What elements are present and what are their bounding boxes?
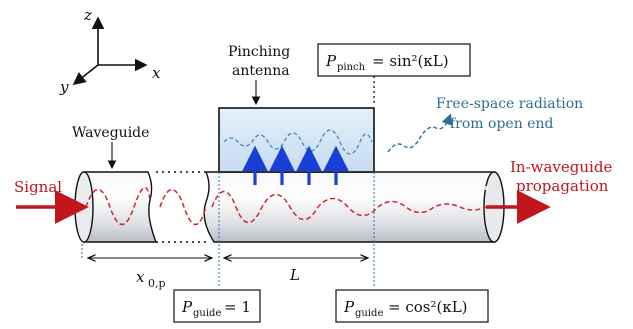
coordinate-axes: z x y [59, 6, 161, 96]
dimension-x0: x 0,p [88, 258, 212, 290]
axis-y-label: y [59, 78, 69, 96]
guided-wave-right [211, 190, 487, 224]
axis-x-label: x [152, 64, 161, 82]
p-guide-1-box: P guide = 1 [173, 289, 261, 323]
free-space-label-2: from open end [450, 116, 553, 132]
x0-subscript: 0,p [148, 277, 166, 290]
L-symbol: L [289, 266, 300, 284]
p-pinch-box: P pinch = sin²(κL) [317, 43, 471, 77]
in-waveguide-label-2: propagation [516, 177, 609, 195]
dimension-L: L [224, 258, 368, 284]
guided-wave-gap [159, 188, 207, 226]
p-guide2-sub: guide [355, 308, 383, 319]
antenna-wave [223, 129, 373, 155]
pinching-label-2: antenna [232, 63, 290, 79]
p-guide2-rhs: = cos²(κL) [388, 298, 468, 316]
p-guide1-sub: guide [193, 308, 221, 319]
p-pinch-sub: pinch [337, 62, 366, 73]
pinching-antenna [218, 107, 375, 173]
p-guide1-rhs: = 1 [224, 298, 251, 316]
axis-z-label: z [83, 6, 92, 24]
p-pinch-rhs: = sin²(κL) [372, 52, 449, 70]
p-pinch-symbol: P [325, 52, 337, 70]
free-space-label-1: Free-space radiation [436, 96, 583, 112]
in-waveguide-label-1: In-waveguide [510, 158, 612, 176]
p-guide2-symbol: P [343, 298, 355, 316]
p-guide-2-box: P guide = cos²(κL) [335, 289, 489, 323]
x0-symbol: x [136, 268, 145, 286]
guided-wave-left [85, 187, 151, 226]
p-guide1-symbol: P [181, 298, 193, 316]
waveguide-label: Waveguide [72, 125, 149, 141]
pinching-label-1: Pinching [228, 44, 290, 60]
signal-label: Signal [14, 178, 62, 196]
coupling-arrows [242, 145, 349, 185]
free-space-wave [387, 113, 453, 153]
